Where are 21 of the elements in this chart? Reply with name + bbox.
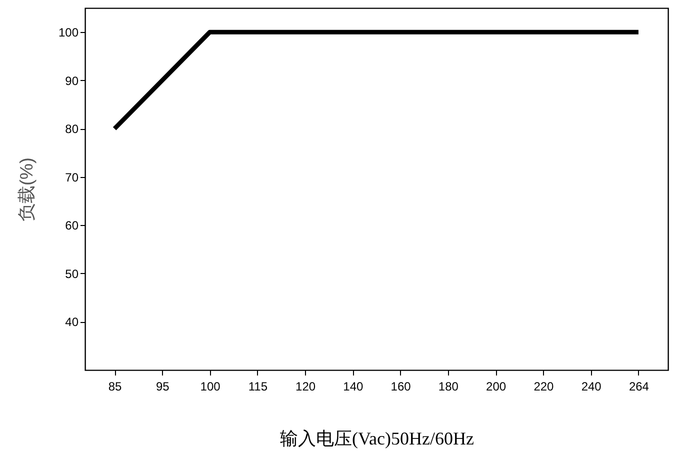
x-tick-label: 85 <box>108 380 122 394</box>
y-tick-label: 50 <box>65 266 79 281</box>
x-tick-label: 264 <box>628 380 650 394</box>
y-tick-label: 80 <box>65 122 79 136</box>
x-tick-label: 240 <box>581 380 602 394</box>
x-axis-title: 输入电压(Vac)50Hz/60Hz <box>280 428 474 448</box>
x-tick-label: 140 <box>343 380 364 394</box>
x-tick-label: 160 <box>390 380 412 394</box>
x-tick-label: 115 <box>248 380 268 394</box>
y-tick-label: 40 <box>65 315 79 330</box>
x-tick-label: 95 <box>156 380 170 394</box>
y-axis-title: 负载(%) <box>16 158 36 222</box>
y-tick-label: 90 <box>65 74 79 88</box>
y-tick-label: 100 <box>58 26 79 40</box>
x-tick-label: 220 <box>534 380 554 394</box>
x-tick-label: 120 <box>296 380 316 394</box>
x-tick-label: 100 <box>200 380 221 394</box>
x-tick-label: 200 <box>486 380 506 394</box>
x-tick-label: 180 <box>438 380 459 394</box>
y-tick-label: 60 <box>65 218 79 233</box>
y-tick-label: 70 <box>65 170 79 184</box>
